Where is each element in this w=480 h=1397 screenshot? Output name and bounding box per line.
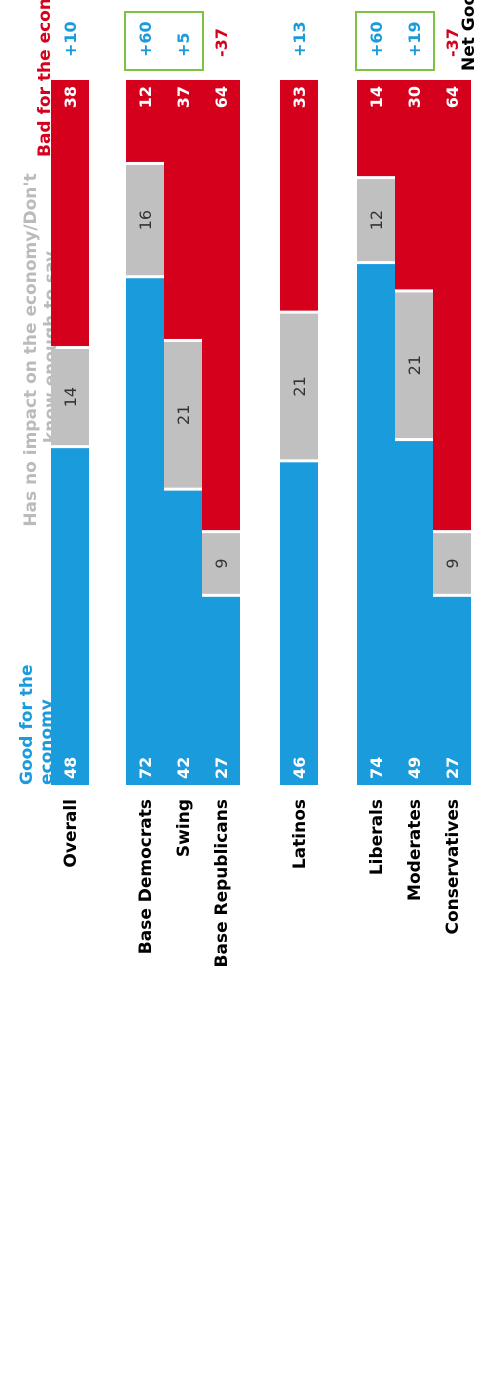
bar-none: [51, 349, 89, 446]
data-label: 48: [61, 757, 80, 779]
net-value: +19: [405, 21, 424, 57]
data-label: 21: [405, 355, 424, 375]
data-label: 27: [212, 757, 231, 779]
bar-good: [280, 462, 318, 785]
data-label: 27: [443, 757, 462, 779]
net-value: +60: [136, 21, 155, 57]
data-label: 9: [212, 558, 231, 568]
bars-group: Overall 48 14 38 +10 Base Democrats 72 16 12 +60 S…: [51, 11, 471, 967]
bar-bad: [202, 80, 240, 531]
data-label: 74: [367, 757, 386, 779]
data-label: 16: [136, 210, 155, 230]
bar-good: [126, 278, 164, 785]
net-value: +5: [174, 32, 193, 57]
data-label: 30: [405, 86, 424, 108]
data-label: 42: [174, 757, 193, 779]
data-label: 46: [290, 757, 309, 779]
legend-none-line1: Has no impact on the economy/Don't: [21, 173, 41, 526]
net-value: +60: [367, 21, 386, 57]
data-label: 14: [61, 387, 80, 407]
data-label: 49: [405, 757, 424, 779]
bar-none: [395, 292, 433, 439]
net-value: +10: [61, 21, 80, 57]
data-label: 21: [174, 405, 193, 425]
data-label: 12: [136, 86, 155, 108]
category-label: Moderates: [405, 799, 425, 901]
net-header: Net Good: [459, 0, 479, 71]
data-label: 64: [212, 86, 231, 108]
bar-bad: [433, 80, 471, 531]
net-value: -37: [443, 28, 462, 57]
category-label: Base Democrats: [136, 799, 156, 954]
bar-bad: [395, 80, 433, 290]
legend-good-line1: Good for the: [17, 664, 37, 785]
category-label: Swing: [174, 799, 194, 857]
data-label: 64: [443, 86, 462, 108]
bar-good: [202, 596, 240, 785]
data-label: 33: [290, 86, 309, 108]
category-label: Latinos: [290, 799, 310, 869]
net-value: +13: [290, 21, 309, 57]
bar-good: [51, 448, 89, 785]
bar-bad: [51, 80, 89, 347]
net-highlight-box: [124, 11, 204, 71]
category-label: Conservatives: [443, 799, 463, 935]
bar-good: [433, 596, 471, 785]
data-label: 21: [290, 376, 309, 396]
bar-good: [357, 264, 395, 785]
net-value: -37: [212, 28, 231, 57]
data-label: 37: [174, 86, 193, 108]
bar-none: [164, 341, 202, 488]
bar-bad: [164, 79, 202, 339]
category-label: Overall: [61, 799, 81, 868]
category-label: Base Republicans: [212, 799, 232, 967]
data-label: 12: [367, 210, 386, 230]
legend-bad: Bad for the economy: [35, 0, 55, 157]
bar-good: [395, 441, 433, 785]
bar-none: [433, 533, 471, 594]
data-label: 38: [61, 86, 80, 108]
category-label: Liberals: [367, 799, 387, 875]
bar-bad: [357, 79, 395, 177]
data-label: 72: [136, 757, 155, 779]
data-label: 9: [443, 558, 462, 568]
bar-none: [126, 164, 164, 276]
bar-none: [357, 179, 395, 262]
bar-bad: [126, 79, 164, 162]
bar-none: [280, 313, 318, 460]
net-highlight-box: [355, 11, 435, 71]
bar-bad: [280, 80, 318, 311]
data-label: 14: [367, 86, 386, 108]
bar-good: [164, 490, 202, 785]
bar-none: [202, 533, 240, 594]
